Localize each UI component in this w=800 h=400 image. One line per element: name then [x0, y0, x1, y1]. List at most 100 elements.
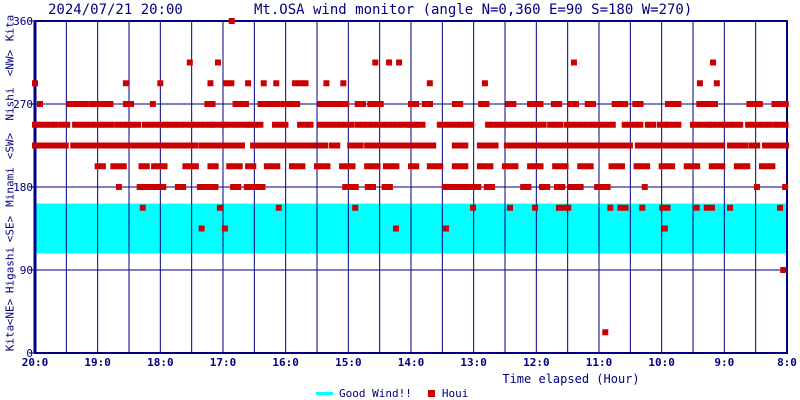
wind-direction-point	[579, 121, 586, 128]
wind-direction-point	[299, 163, 306, 170]
wind-direction-point	[561, 204, 568, 211]
wind-direction-point	[166, 121, 173, 128]
wind-direction-point	[436, 121, 443, 128]
wind-direction-point	[690, 142, 697, 149]
wind-direction-point	[157, 121, 164, 128]
wind-direction-point	[232, 101, 239, 107]
wind-direction-point	[228, 80, 235, 87]
wind-direction-point	[352, 184, 359, 190]
wind-direction-point	[37, 121, 44, 128]
wind-direction-point	[505, 121, 512, 128]
wind-direction-point	[683, 163, 690, 170]
wind-direction-point	[80, 142, 87, 149]
wind-direction-point	[708, 163, 715, 170]
wind-direction-point	[669, 142, 676, 149]
wind-direction-point	[452, 184, 459, 190]
wind-direction-point	[674, 142, 681, 149]
y-tick-label: 270	[13, 98, 33, 111]
wind-direction-point	[547, 121, 554, 128]
wind-direction-point	[507, 204, 514, 211]
wind-direction-point	[302, 121, 309, 128]
direction-label: Higashi	[3, 246, 17, 294]
wind-direction-point	[52, 121, 59, 128]
wind-direction-point	[364, 142, 371, 149]
wind-direction-point	[384, 121, 391, 128]
wind-direction-point	[424, 142, 431, 149]
wind-direction-point	[277, 121, 284, 128]
wind-direction-point	[640, 142, 647, 149]
wind-direction-point	[141, 121, 148, 128]
wind-direction-point	[766, 121, 773, 128]
wind-direction-point	[143, 163, 150, 170]
wind-direction-point	[776, 101, 783, 107]
wind-direction-point	[207, 163, 214, 170]
wind-direction-point	[223, 80, 230, 87]
wind-direction-point	[577, 163, 584, 170]
wind-direction-point	[369, 184, 376, 190]
x-tick-label: 19:0	[84, 356, 111, 369]
wind-direction-point	[476, 142, 483, 149]
wind-direction-point	[532, 204, 539, 211]
wind-direction-point	[405, 142, 412, 149]
wind-direction-point	[782, 101, 789, 107]
wind-direction-point	[557, 121, 564, 128]
wind-direction-point	[259, 184, 266, 190]
wind-direction-point	[413, 163, 420, 170]
wind-direction-point	[323, 80, 330, 87]
wind-direction-point	[483, 101, 490, 107]
wind-direction-point	[286, 142, 293, 149]
wind-direction-point	[532, 101, 539, 107]
wind-direction-point	[509, 142, 516, 149]
wind-direction-point	[690, 121, 696, 128]
wind-direction-point	[589, 142, 596, 149]
wind-direction-point	[540, 142, 547, 149]
wind-direction-point	[545, 142, 552, 149]
wind-direction-point	[214, 142, 221, 149]
wind-direction-point	[695, 142, 702, 149]
wind-direction-point	[260, 142, 267, 149]
wind-direction-point	[526, 121, 533, 128]
wind-direction-point	[317, 121, 324, 128]
wind-direction-point	[719, 142, 726, 149]
wind-direction-point	[771, 101, 778, 107]
wind-direction-point	[694, 163, 701, 170]
wind-direction-point	[75, 142, 82, 149]
wind-direction-point	[705, 121, 712, 128]
wind-direction-point	[186, 59, 193, 66]
wind-direction-point	[617, 142, 624, 149]
wind-direction-point	[680, 142, 687, 149]
wind-direction-point	[314, 163, 320, 170]
wind-direction-point	[365, 121, 372, 128]
wind-direction-point	[483, 184, 490, 190]
wind-direction-point	[432, 163, 439, 170]
wind-direction-point	[511, 121, 518, 128]
wind-direction-point	[108, 121, 115, 128]
wind-direction-point	[344, 163, 351, 170]
wind-direction-point	[114, 121, 121, 128]
wind-direction-point	[745, 121, 752, 128]
wind-direction-point	[714, 142, 721, 149]
wind-direction-point	[733, 163, 740, 170]
wind-direction-point	[364, 184, 371, 190]
wind-direction-point	[203, 142, 210, 149]
wind-direction-point	[564, 121, 571, 128]
wind-direction-point	[573, 101, 580, 107]
wind-direction-point	[650, 121, 657, 128]
direction-label: Kita	[3, 324, 17, 352]
wind-direction-point	[489, 184, 496, 190]
wind-direction-point	[77, 101, 84, 107]
wind-direction-point	[409, 142, 416, 149]
x-tick-label: 18:0	[147, 356, 174, 369]
wind-direction-point	[706, 101, 713, 107]
wind-direction-point	[263, 163, 270, 170]
wind-direction-point	[516, 121, 523, 128]
wind-direction-point	[414, 121, 421, 128]
wind-direction-point	[120, 163, 127, 170]
wind-direction-point	[197, 121, 204, 128]
wind-direction-point	[262, 101, 269, 107]
wind-direction-point	[714, 121, 721, 128]
wind-direction-point	[777, 204, 784, 211]
wind-direction-point	[93, 101, 100, 107]
wind-direction-point	[233, 142, 240, 149]
